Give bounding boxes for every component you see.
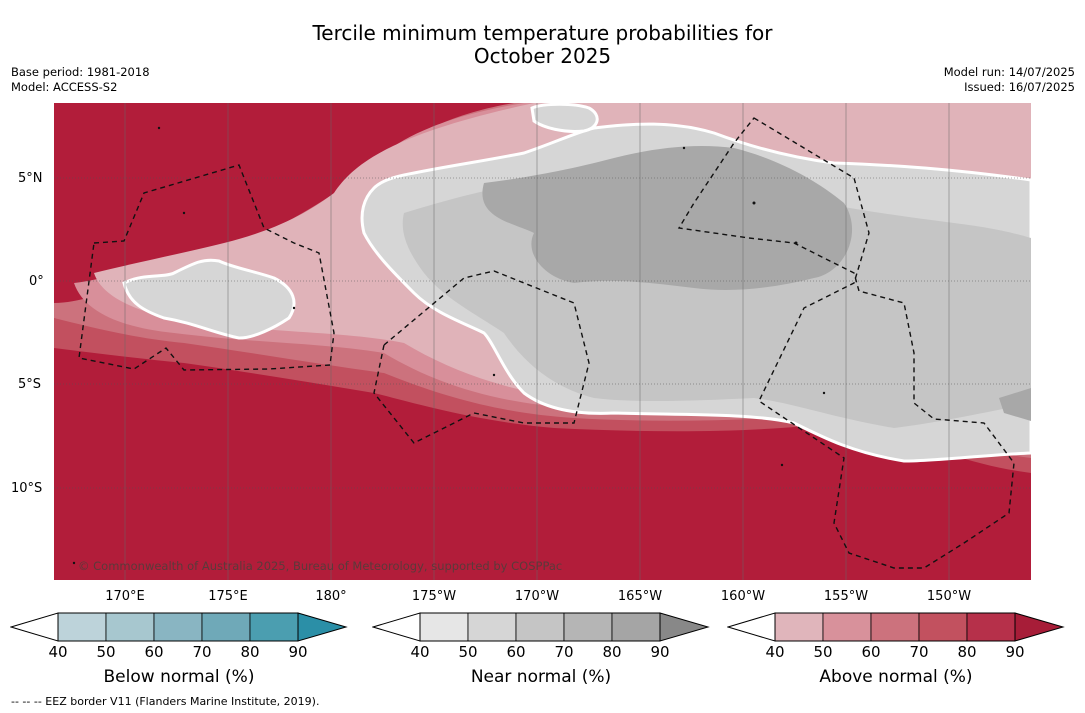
tick: 80: [957, 643, 977, 661]
copyright-notice: © Commonwealth of Australia 2025, Bureau…: [78, 559, 563, 573]
tick: 40: [410, 643, 430, 661]
lon-label-175e: 175°E: [208, 589, 248, 604]
lon-label-165w: 165°W: [617, 589, 663, 604]
colorbar-segment: [563, 612, 613, 642]
colorbar-segment: [105, 612, 155, 642]
meridians: [124, 103, 950, 580]
tick: 80: [602, 643, 622, 661]
meta-right: Model run: 14/07/2025 Issued: 16/07/2025: [944, 65, 1075, 95]
cbar-below-max-arrow: [297, 612, 348, 642]
colorbar-segment: [966, 612, 1016, 642]
eez-border-central: [373, 270, 590, 444]
colorbar-below-normal: [10, 612, 348, 642]
patch-near-normal-70-east: [999, 388, 1031, 421]
tick: 40: [765, 643, 785, 661]
cbar-near-segments: [419, 612, 661, 642]
region-near-normal-west: [122, 258, 296, 340]
lat-label-5s: 5°S: [18, 377, 42, 392]
lon-label-170w: 170°W: [514, 589, 560, 604]
cbar-above-label: Above normal (%): [819, 667, 973, 687]
colorbar-segment: [153, 612, 203, 642]
cbar-below-label: Below normal (%): [103, 667, 255, 687]
tick: 60: [861, 643, 881, 661]
cbar-above-max-arrow: [1014, 612, 1065, 642]
colorbar-near-normal: [372, 612, 710, 642]
gridlines: [54, 177, 1031, 489]
region-near-normal-north: [530, 103, 599, 133]
region-near-normal-70: [482, 146, 853, 290]
cbar-below-min-arrow: [10, 612, 59, 642]
colorbar-above-normal: [727, 612, 1065, 642]
tick: 50: [813, 643, 833, 661]
model-name: Model: ACCESS-S2: [11, 80, 118, 94]
cbar-near-min-arrow: [372, 612, 421, 642]
cbar-near-label: Near normal (%): [470, 667, 612, 687]
lon-label-180: 180°: [315, 589, 347, 604]
colorbar-segment: [419, 612, 469, 642]
eez-border-east: [677, 117, 1015, 569]
issued-date: Issued: 16/07/2025: [964, 80, 1075, 94]
eez-borders: [78, 117, 1015, 569]
lon-label-155w: 155°W: [823, 589, 869, 604]
base-period: Base period: 1981-2018: [11, 65, 150, 79]
map-title: Tercile minimum temperature probabilitie…: [0, 22, 1085, 68]
tick: 40: [48, 643, 68, 661]
title-line-2: October 2025: [473, 44, 612, 68]
cbar-near-max-arrow: [659, 612, 710, 642]
lon-label-175w: 175°W: [411, 589, 457, 604]
map-canvas: [54, 103, 1031, 580]
colorbar-segment: [918, 612, 968, 642]
colorbar-segment: [611, 612, 661, 642]
tick: 60: [506, 643, 526, 661]
tick: 70: [192, 643, 212, 661]
tick: 90: [650, 643, 670, 661]
tick: 70: [554, 643, 574, 661]
colorbar-segment: [515, 612, 565, 642]
eez-footnote: -- -- -- EEZ border V11 (Flanders Marine…: [11, 695, 320, 708]
tick: 90: [288, 643, 308, 661]
eez-border-west: [78, 164, 335, 371]
lon-label-160w: 160°W: [720, 589, 766, 604]
islands: [72, 126, 826, 565]
cbar-above-segments: [774, 612, 1016, 642]
probability-map[interactable]: [54, 103, 1031, 580]
colorbar-segment: [774, 612, 824, 642]
colorbar-segment: [201, 612, 251, 642]
lat-label-5n: 5°N: [18, 171, 43, 186]
colorbar-segment: [467, 612, 517, 642]
lon-label-150w: 150°W: [926, 589, 972, 604]
colorbar-segment: [249, 612, 299, 642]
tick: 90: [1005, 643, 1025, 661]
tick: 60: [144, 643, 164, 661]
tick: 70: [909, 643, 929, 661]
tick: 50: [96, 643, 116, 661]
tick: 50: [458, 643, 478, 661]
lat-label-10s: 10°S: [11, 481, 43, 496]
colorbar-segment: [822, 612, 872, 642]
tick: 80: [240, 643, 260, 661]
cbar-below-segments: [57, 612, 299, 642]
colorbar-segment: [57, 612, 107, 642]
meta-left: Base period: 1981-2018 Model: ACCESS-S2: [11, 65, 150, 95]
lon-label-170e: 170°E: [105, 589, 145, 604]
model-run: Model run: 14/07/2025: [943, 65, 1075, 79]
cbar-above-min-arrow: [727, 612, 776, 642]
title-line-1: Tercile minimum temperature probabilitie…: [312, 21, 773, 45]
lat-label-0: 0°: [29, 274, 44, 289]
colorbar-segment: [870, 612, 920, 642]
